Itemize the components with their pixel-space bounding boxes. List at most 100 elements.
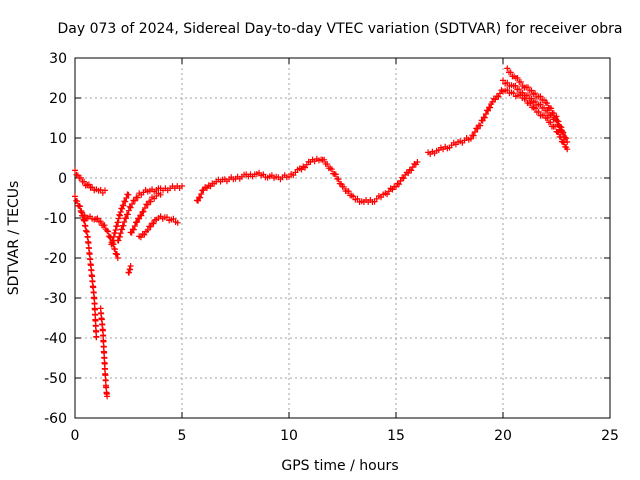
data-point bbox=[78, 209, 85, 216]
data-point bbox=[481, 114, 488, 121]
data-point bbox=[85, 181, 92, 188]
data-point bbox=[544, 100, 551, 107]
y-axis-label: SDTVAR / TECUs bbox=[6, 181, 22, 296]
data-point bbox=[195, 197, 202, 204]
data-point bbox=[552, 114, 559, 121]
x-tick-label: 0 bbox=[71, 428, 80, 444]
data-point bbox=[164, 214, 171, 221]
data-point bbox=[471, 129, 478, 135]
data-point bbox=[101, 187, 108, 194]
data-point bbox=[144, 227, 151, 233]
data-point bbox=[354, 195, 361, 202]
data-point bbox=[120, 202, 127, 209]
data-point bbox=[467, 135, 474, 142]
data-point bbox=[527, 100, 534, 107]
data-point bbox=[341, 183, 348, 190]
data-point bbox=[120, 222, 127, 229]
data-point bbox=[487, 104, 494, 111]
y-tick-label: -60 bbox=[44, 411, 67, 427]
data-point bbox=[74, 198, 81, 205]
data-point bbox=[532, 105, 539, 112]
y-tick-label: -20 bbox=[44, 251, 67, 267]
data-point bbox=[136, 215, 143, 222]
data-point bbox=[179, 183, 185, 189]
data-point bbox=[117, 209, 124, 215]
data-point bbox=[408, 167, 415, 174]
data-point bbox=[104, 227, 111, 234]
data-point bbox=[134, 219, 141, 225]
data-point bbox=[72, 167, 78, 174]
data-point bbox=[116, 233, 123, 240]
data-point bbox=[514, 75, 521, 81]
data-point bbox=[496, 90, 503, 97]
data-point bbox=[131, 197, 138, 204]
data-point bbox=[414, 159, 421, 165]
data-point bbox=[150, 220, 157, 227]
data-point bbox=[110, 233, 117, 240]
data-point bbox=[119, 205, 126, 212]
data-point bbox=[129, 201, 136, 207]
data-point bbox=[137, 234, 144, 241]
chart-title: Day 073 of 2024, Sidereal Day-to-day VTE… bbox=[57, 21, 622, 37]
series-arc-a bbox=[72, 167, 108, 196]
data-point bbox=[510, 90, 517, 97]
data-point bbox=[115, 219, 122, 226]
data-point bbox=[338, 181, 345, 187]
data-point bbox=[495, 93, 502, 100]
data-point bbox=[72, 193, 78, 200]
data-point bbox=[197, 194, 204, 201]
data-point bbox=[104, 393, 111, 400]
y-tick-label: -50 bbox=[44, 371, 67, 387]
series-arc-g bbox=[114, 183, 185, 244]
series-arc-e bbox=[108, 191, 132, 248]
x-tick-label: 25 bbox=[601, 428, 619, 444]
data-point bbox=[558, 124, 565, 131]
data-point bbox=[535, 108, 542, 115]
data-point bbox=[115, 215, 122, 222]
data-point bbox=[117, 230, 124, 237]
data-point bbox=[124, 211, 131, 218]
data-point bbox=[548, 105, 555, 112]
data-point bbox=[504, 87, 511, 93]
data-point bbox=[121, 219, 128, 225]
data-point bbox=[131, 223, 138, 229]
data-point bbox=[111, 246, 118, 253]
data-point bbox=[553, 113, 560, 120]
data-layer bbox=[72, 65, 571, 400]
data-point bbox=[112, 227, 119, 233]
tick-layer: 0 5 10 15 20 25 -60 -50 -40 -30 -20 -10 0 10 20 30 bbox=[44, 51, 619, 444]
data-point bbox=[537, 93, 544, 100]
data-point bbox=[489, 99, 496, 105]
data-point bbox=[101, 222, 108, 229]
data-point bbox=[119, 226, 126, 233]
data-point bbox=[516, 86, 523, 93]
data-point bbox=[544, 115, 551, 122]
x-tick-label: 5 bbox=[178, 428, 187, 444]
data-point bbox=[174, 219, 181, 226]
series-arc-j bbox=[193, 155, 421, 205]
data-point bbox=[479, 117, 486, 124]
data-point bbox=[332, 171, 339, 178]
data-point bbox=[76, 203, 83, 210]
data-point bbox=[115, 237, 122, 244]
data-point bbox=[547, 119, 554, 126]
data-point bbox=[77, 174, 84, 181]
series-arc-m bbox=[504, 65, 571, 145]
data-point bbox=[400, 175, 407, 182]
data-point bbox=[140, 208, 147, 215]
y-tick-label: 10 bbox=[49, 131, 67, 147]
x-axis-label: GPS time / hours bbox=[281, 458, 398, 474]
data-point bbox=[504, 79, 511, 86]
y-tick-label: -40 bbox=[44, 331, 67, 347]
data-point bbox=[564, 146, 571, 153]
data-point bbox=[123, 195, 130, 201]
data-point bbox=[482, 111, 489, 117]
data-point bbox=[350, 193, 357, 200]
data-point bbox=[170, 215, 177, 222]
data-point bbox=[94, 215, 101, 222]
data-point bbox=[144, 201, 151, 208]
data-point bbox=[141, 231, 148, 238]
y-tick-label: -30 bbox=[44, 291, 67, 307]
data-point bbox=[393, 183, 399, 190]
data-point bbox=[500, 77, 506, 84]
